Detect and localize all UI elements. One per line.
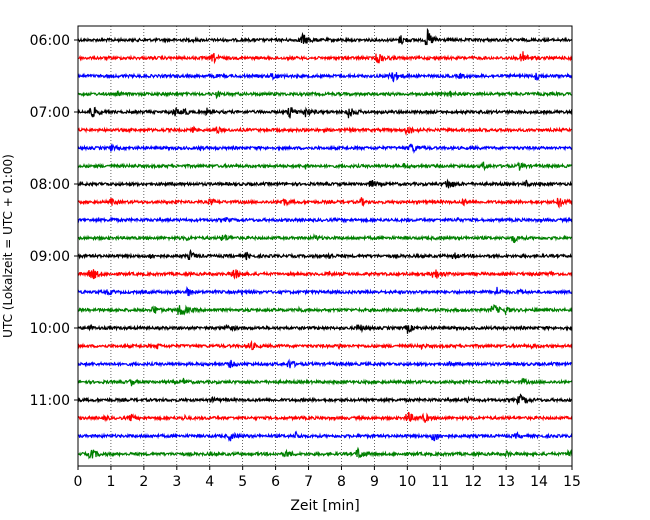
- x-tick-label: 7: [304, 474, 313, 490]
- trace-line: [77, 286, 573, 297]
- x-tick-label: 13: [497, 474, 515, 490]
- trace-line: [77, 161, 573, 172]
- trace-line: [77, 51, 573, 65]
- trace-line: [77, 430, 573, 442]
- x-tick-label: 12: [464, 474, 482, 490]
- trace-line: [77, 377, 573, 387]
- trace-line: [77, 197, 573, 209]
- trace-line: [77, 393, 573, 406]
- trace-line: [77, 125, 573, 136]
- x-tick-label: 0: [74, 474, 83, 490]
- trace-line: [77, 71, 573, 83]
- x-tick-label: 5: [238, 474, 247, 490]
- y-axis-title: UTC (Lokalzeit = UTC + 01:00): [1, 154, 15, 338]
- trace-line: [77, 215, 573, 224]
- x-tick-label: 15: [563, 474, 581, 490]
- x-tick-label: 14: [530, 474, 548, 490]
- trace-line: [77, 269, 573, 280]
- x-tick-label: 10: [398, 474, 416, 490]
- x-tick-label: 6: [271, 474, 280, 490]
- x-axis-title: Zeit [min]: [290, 498, 359, 514]
- trace-line: [77, 143, 573, 154]
- y-tick-label: 08:00: [30, 177, 70, 193]
- trace-line: [77, 90, 573, 100]
- trace-line: [77, 233, 573, 244]
- trace-line: [77, 358, 573, 369]
- x-tick-label: 3: [172, 474, 181, 490]
- x-tick-label: 4: [205, 474, 214, 490]
- trace-line: [77, 339, 573, 351]
- y-axis: 06:00 07:00 08:00 09:00 10:00 11:00: [30, 33, 78, 409]
- y-tick-label: 07:00: [30, 105, 70, 121]
- y-tick-label: 06:00: [30, 33, 70, 49]
- x-tick-label: 11: [431, 474, 449, 490]
- trace-line: [77, 411, 573, 423]
- y-tick-label: 11:00: [30, 393, 70, 409]
- trace-line: [77, 248, 573, 261]
- x-axis: 0 1 2 3 4 5 6 7 8 9 10 11 12 13 14 15: [74, 466, 581, 490]
- trace-line: [77, 106, 573, 119]
- trace-line: [77, 178, 573, 189]
- x-tick-label: 8: [337, 474, 346, 490]
- trace-layer: [77, 27, 573, 460]
- plot-frame: [77, 25, 573, 467]
- trace-line: [77, 446, 573, 460]
- x-tick-label: 1: [106, 474, 115, 490]
- x-tick-label: 9: [370, 474, 379, 490]
- grid-layer: [110, 26, 540, 466]
- y-tick-label: 09:00: [30, 249, 70, 265]
- y-tick-label: 10:00: [30, 321, 70, 337]
- trace-line: [77, 304, 573, 316]
- trace-line: [77, 27, 573, 46]
- trace-line: [77, 323, 573, 334]
- x-tick-label: 2: [139, 474, 148, 490]
